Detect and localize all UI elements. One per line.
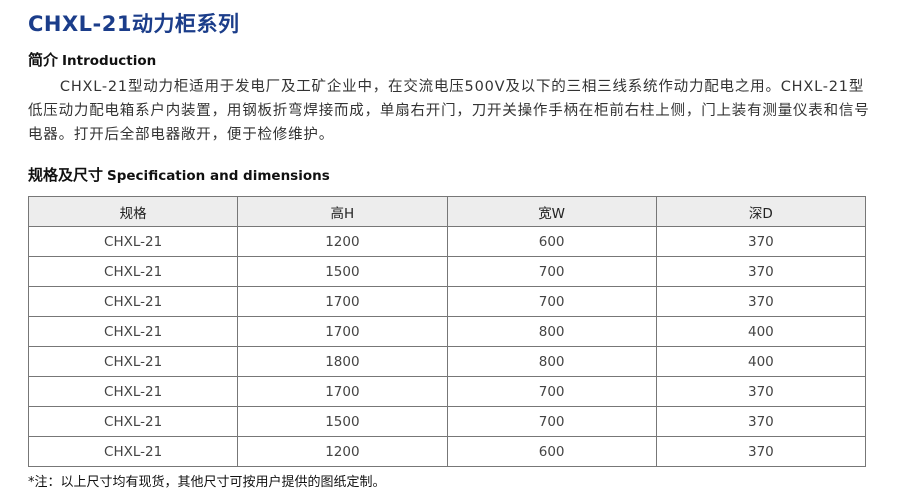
table-cell: 700 [446,376,657,407]
table-cell: 700 [446,406,657,437]
table-cell: 1700 [237,286,448,317]
intro-heading-en: Introduction [62,53,157,69]
table-row: CHXL-21 1200 600 370 [27,436,867,467]
table-row: CHXL-21 1500 700 370 [27,256,867,287]
table-header-row: 规格 高H 宽W 深D [27,196,867,227]
table-cell: 600 [446,226,657,257]
column-header: 深D [655,196,867,227]
spec-heading-en: Specification and dimensions [107,168,330,184]
table-cell: CHXL-21 [27,376,239,407]
spec-table: 规格 高H 宽W 深D CHXL-21 1200 600 370 CHXL-21 1500 700… [27,196,867,467]
intro-heading-cn: 简介 [28,51,59,69]
table-cell: 1500 [237,406,448,437]
table-cell: 700 [446,256,657,287]
footnote: *注：以上尺寸均有现货，其他尺寸可按用户提供的图纸定制。 [28,475,386,490]
table-row: CHXL-21 1700 700 370 [27,376,867,407]
intro-heading: 简介 Introduction [28,49,156,70]
table-cell: CHXL-21 [27,436,239,467]
table-cell: 370 [655,256,867,287]
table-cell: 370 [655,226,867,257]
intro-text: CHXL-21型动力柜适用于发电厂及工矿企业中，在交流电压500V及以下的三相三… [28,79,870,143]
spec-heading: 规格及尺寸 Specification and dimensions [28,164,330,185]
table-row: CHXL-21 1700 800 400 [27,316,867,347]
column-header: 宽W [446,196,657,227]
table-cell: 370 [655,286,867,317]
table-cell: 400 [655,346,867,377]
table-cell: 1700 [237,376,448,407]
table-row: CHXL-21 1200 600 370 [27,226,867,257]
table-row: CHXL-21 1500 700 370 [27,406,867,437]
table-cell: 800 [446,316,657,347]
table-cell: 370 [655,406,867,437]
table-cell: 370 [655,376,867,407]
column-header: 规格 [27,196,239,227]
table-cell: 1200 [237,436,448,467]
table-cell: 370 [655,436,867,467]
table-cell: CHXL-21 [27,226,239,257]
table-cell: 1200 [237,226,448,257]
table-cell: 800 [446,346,657,377]
table-cell: CHXL-21 [27,346,239,377]
table-cell: CHXL-21 [27,256,239,287]
table-cell: 1700 [237,316,448,347]
table-cell: 1800 [237,346,448,377]
table-cell: CHXL-21 [27,286,239,317]
table-cell: CHXL-21 [27,406,239,437]
spec-heading-cn: 规格及尺寸 [28,166,104,184]
table-row: CHXL-21 1800 800 400 [27,346,867,377]
column-header: 高H [237,196,448,227]
page-title: CHXL-21动力柜系列 [28,12,240,36]
table-cell: 1500 [237,256,448,287]
table-cell: 700 [446,286,657,317]
table-row: CHXL-21 1700 700 370 [27,286,867,317]
table-cell: 400 [655,316,867,347]
table-cell: CHXL-21 [27,316,239,347]
table-cell: 600 [446,436,657,467]
